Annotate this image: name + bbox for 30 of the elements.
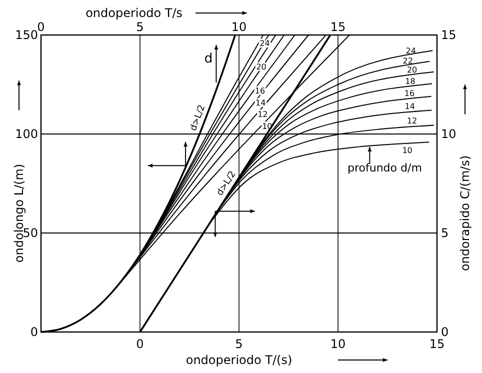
y2-tick-label: 5 [441,226,449,240]
x-tick-label: 15 [429,337,445,351]
annotation: d [204,52,213,67]
series-label: 14 [404,102,415,111]
text: d>L/2 [188,104,208,132]
series-label: 24 [406,46,416,56]
y2-tick-label: 10 [441,127,456,141]
series-label: 10 [402,146,412,155]
x2-tick-label: 10 [231,20,247,34]
y2-tick-label: 15 [441,28,456,42]
y-tick-label: 0 [30,325,38,339]
x2-tick-label: 5 [136,20,144,34]
series-label: 16 [404,88,415,98]
y-tick-label: 100 [15,127,38,141]
x-axis-title: ondoperiodo T/(s) [186,353,292,367]
series-label: 14 [256,98,266,108]
y-tick-label: 150 [15,28,38,42]
x-tick-label: 10 [330,337,346,351]
x-tick-label: 0 [136,337,144,351]
annotation: profundo d/m [348,162,422,175]
x2-tick-label: 15 [330,20,346,34]
x2-axis-title: ondoperiodo T/s [86,6,183,20]
series-label: 18 [405,76,416,86]
series-label: 22 [402,56,413,66]
series-label: 20 [406,66,418,75]
series-label: 12 [258,110,268,120]
y2-tick-label: 0 [441,325,449,339]
y2-axis-title: ondorapido C/(m/s) [458,155,472,272]
series-label: 12 [406,116,418,126]
x-tick-label: 5 [235,337,243,351]
